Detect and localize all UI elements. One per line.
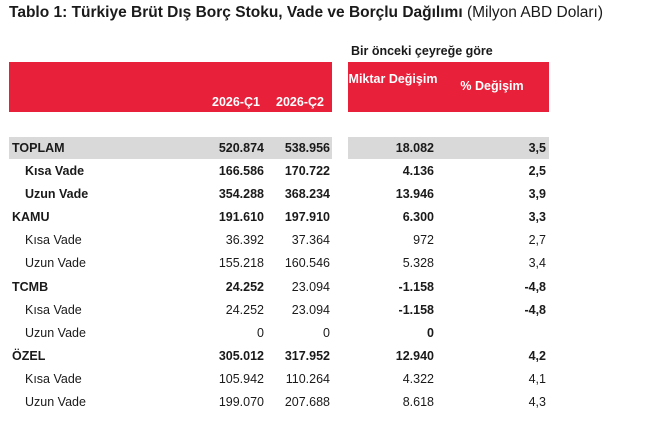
total-row-shade-left (9, 137, 332, 159)
row-label: Uzun Vade (25, 187, 89, 201)
cell-amount-change: 18.082 (395, 141, 434, 155)
row-label: Kısa Vade (25, 233, 82, 247)
table-title-main: Tablo 1: Türkiye Brüt Dış Borç Stoku, Va… (9, 4, 463, 21)
cell-amount-change: 5.328 (402, 256, 434, 270)
cell-2026-q2: 160.546 (284, 256, 330, 270)
cell-amount-change: 6.300 (402, 210, 434, 224)
table-row: Uzun Vade 0 0 0 (0, 323, 672, 345)
row-label: Kısa Vade (25, 372, 82, 386)
cell-2026-q1: 354.288 (218, 187, 264, 201)
cell-2026-q1: 520.874 (218, 141, 264, 155)
table-row-tcmb: TCMB 24.252 23.094 -1.158 -4,8 (0, 277, 672, 299)
cell-percent-change: 4,3 (528, 395, 546, 409)
table-title-unit: (Milyon ABD Doları) (466, 4, 604, 21)
cell-2026-q1: 166.586 (218, 164, 264, 178)
cell-2026-q1: 191.610 (218, 210, 264, 224)
cell-percent-change: 3,9 (528, 187, 546, 201)
header-band-stock (9, 62, 332, 112)
cell-amount-change: 13.946 (395, 187, 434, 201)
cell-2026-q1: 0 (257, 326, 264, 340)
cell-2026-q2: 197.910 (284, 210, 330, 224)
row-label: KAMU (12, 210, 50, 224)
cell-2026-q2: 37.364 (291, 233, 330, 247)
table-title: Tablo 1: Türkiye Brüt Dış Borç Stoku, Va… (9, 4, 603, 22)
cell-percent-change: 4,1 (528, 372, 546, 386)
cell-2026-q2: 110.264 (285, 372, 330, 386)
column-header-amount-change: Miktar Değişim (348, 72, 438, 86)
cell-percent-change: 4,2 (528, 349, 546, 363)
cell-amount-change: 12.940 (395, 349, 434, 363)
row-label: TCMB (12, 280, 49, 294)
cell-amount-change: 0 (427, 326, 434, 340)
cell-percent-change: 2,7 (528, 233, 546, 247)
cell-2026-q1: 105.942 (218, 372, 264, 386)
change-group-header: Bir önceki çeyreğe göre (351, 44, 493, 58)
cell-2026-q2: 23.094 (291, 280, 330, 294)
cell-percent-change: 2,5 (528, 164, 546, 178)
column-header-2026-q2: 2026-Ç2 (276, 95, 324, 109)
cell-percent-change: 3,5 (528, 141, 546, 155)
cell-amount-change: 4.136 (402, 164, 434, 178)
cell-2026-q1: 36.392 (225, 233, 264, 247)
table-row: Uzun Vade 199.070 207.688 8.618 4,3 (0, 392, 672, 414)
row-label: Uzun Vade (25, 395, 86, 409)
total-row-shade-right (348, 137, 549, 159)
table-row: Kısa Vade 166.586 170.722 4.136 2,5 (0, 161, 672, 183)
table-row: Kısa Vade 36.392 37.364 972 2,7 (0, 230, 672, 252)
table-row: Uzun Vade 354.288 368.234 13.946 3,9 (0, 184, 672, 206)
column-header-2026-q1: 2026-Ç1 (212, 95, 260, 109)
row-label: Kısa Vade (25, 164, 85, 178)
row-label: TOPLAM (12, 141, 65, 155)
row-label: Uzun Vade (25, 326, 86, 340)
row-label: Uzun Vade (25, 256, 86, 270)
cell-2026-q1: 155.218 (218, 256, 264, 270)
cell-2026-q1: 305.012 (218, 349, 264, 363)
cell-2026-q2: 538.956 (284, 141, 330, 155)
cell-2026-q1: 24.252 (225, 280, 264, 294)
cell-percent-change: -4,8 (524, 280, 546, 294)
cell-amount-change: 972 (413, 233, 434, 247)
cell-2026-q2: 170.722 (284, 164, 330, 178)
cell-2026-q1: 199.070 (218, 395, 264, 409)
header-band-change (348, 62, 549, 112)
table-row-toplam: TOPLAM 520.874 538.956 18.082 3,5 (0, 138, 672, 160)
cell-amount-change: 8.618 (402, 395, 434, 409)
cell-amount-change: -1.158 (398, 280, 434, 294)
cell-amount-change: -1.158 (398, 303, 434, 317)
cell-percent-change: -4,8 (524, 303, 546, 317)
cell-2026-q2: 0 (323, 326, 330, 340)
cell-2026-q2: 207.688 (284, 395, 330, 409)
table-row: Uzun Vade 155.218 160.546 5.328 3,4 (0, 253, 672, 275)
cell-percent-change: 3,3 (528, 210, 546, 224)
row-label: ÖZEL (12, 349, 46, 363)
table-row-kamu: KAMU 191.610 197.910 6.300 3,3 (0, 207, 672, 229)
table-row: Kısa Vade 105.942 110.264 4.322 4,1 (0, 369, 672, 391)
row-label: Kısa Vade (25, 303, 82, 317)
cell-percent-change: 3,4 (528, 256, 546, 270)
cell-2026-q1: 24.252 (225, 303, 264, 317)
cell-2026-q2: 368.234 (284, 187, 330, 201)
table-row: Kısa Vade 24.252 23.094 -1.158 -4,8 (0, 300, 672, 322)
cell-2026-q2: 23.094 (291, 303, 330, 317)
table-row-ozel: ÖZEL 305.012 317.952 12.940 4,2 (0, 346, 672, 368)
cell-2026-q2: 317.952 (284, 349, 330, 363)
column-header-percent-change: % Değişim (460, 79, 524, 93)
cell-amount-change: 4.322 (402, 372, 434, 386)
